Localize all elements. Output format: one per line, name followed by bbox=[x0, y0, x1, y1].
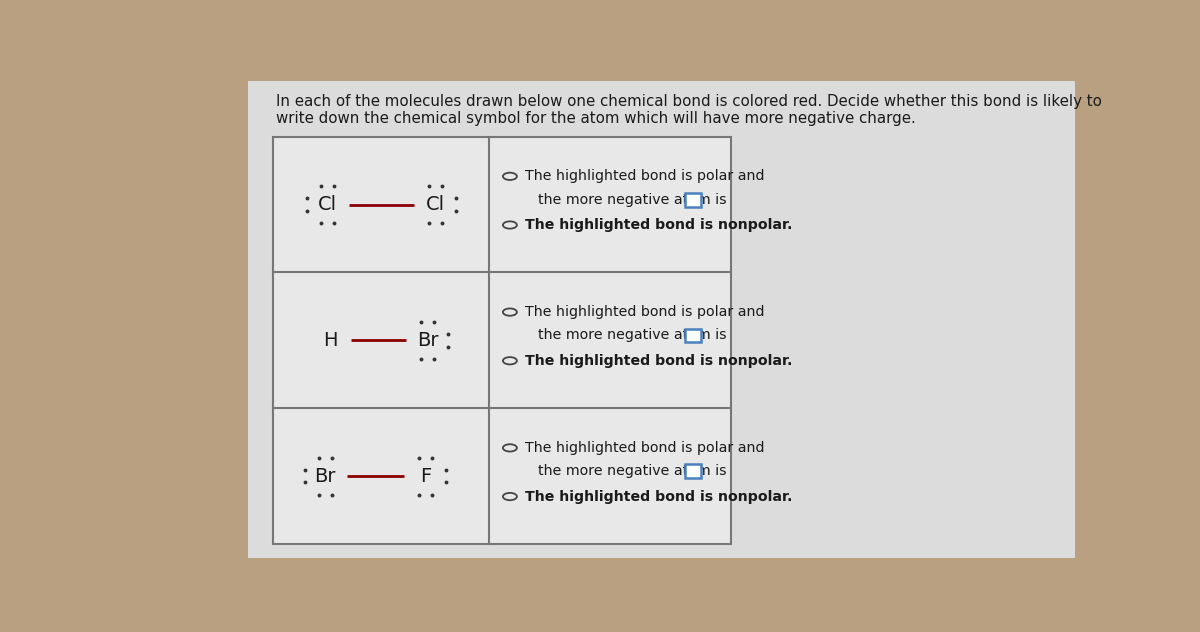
Text: The highlighted bond is nonpolar.: The highlighted bond is nonpolar. bbox=[524, 218, 792, 232]
FancyBboxPatch shape bbox=[272, 137, 731, 544]
FancyBboxPatch shape bbox=[685, 329, 701, 343]
Text: the more negative atom is: the more negative atom is bbox=[538, 465, 726, 478]
Text: Br: Br bbox=[314, 466, 336, 485]
Text: The highlighted bond is polar and: The highlighted bond is polar and bbox=[524, 441, 764, 455]
Text: H: H bbox=[323, 331, 337, 350]
Text: The highlighted bond is nonpolar.: The highlighted bond is nonpolar. bbox=[524, 354, 792, 368]
Text: Br: Br bbox=[416, 331, 438, 350]
Text: The highlighted bond is polar and: The highlighted bond is polar and bbox=[524, 169, 764, 183]
Text: Cl: Cl bbox=[318, 195, 337, 214]
FancyBboxPatch shape bbox=[247, 81, 1075, 557]
Text: Cl: Cl bbox=[426, 195, 445, 214]
Text: F: F bbox=[420, 466, 431, 485]
Text: The highlighted bond is nonpolar.: The highlighted bond is nonpolar. bbox=[524, 490, 792, 504]
FancyBboxPatch shape bbox=[685, 465, 701, 478]
Text: In each of the molecules drawn below one chemical bond is colored red. Decide wh: In each of the molecules drawn below one… bbox=[276, 94, 1102, 109]
Text: the more negative atom is: the more negative atom is bbox=[538, 193, 726, 207]
Text: the more negative atom is: the more negative atom is bbox=[538, 329, 726, 343]
Text: write down the chemical symbol for the atom which will have more negative charge: write down the chemical symbol for the a… bbox=[276, 111, 916, 126]
Text: The highlighted bond is polar and: The highlighted bond is polar and bbox=[524, 305, 764, 319]
FancyBboxPatch shape bbox=[685, 193, 701, 207]
